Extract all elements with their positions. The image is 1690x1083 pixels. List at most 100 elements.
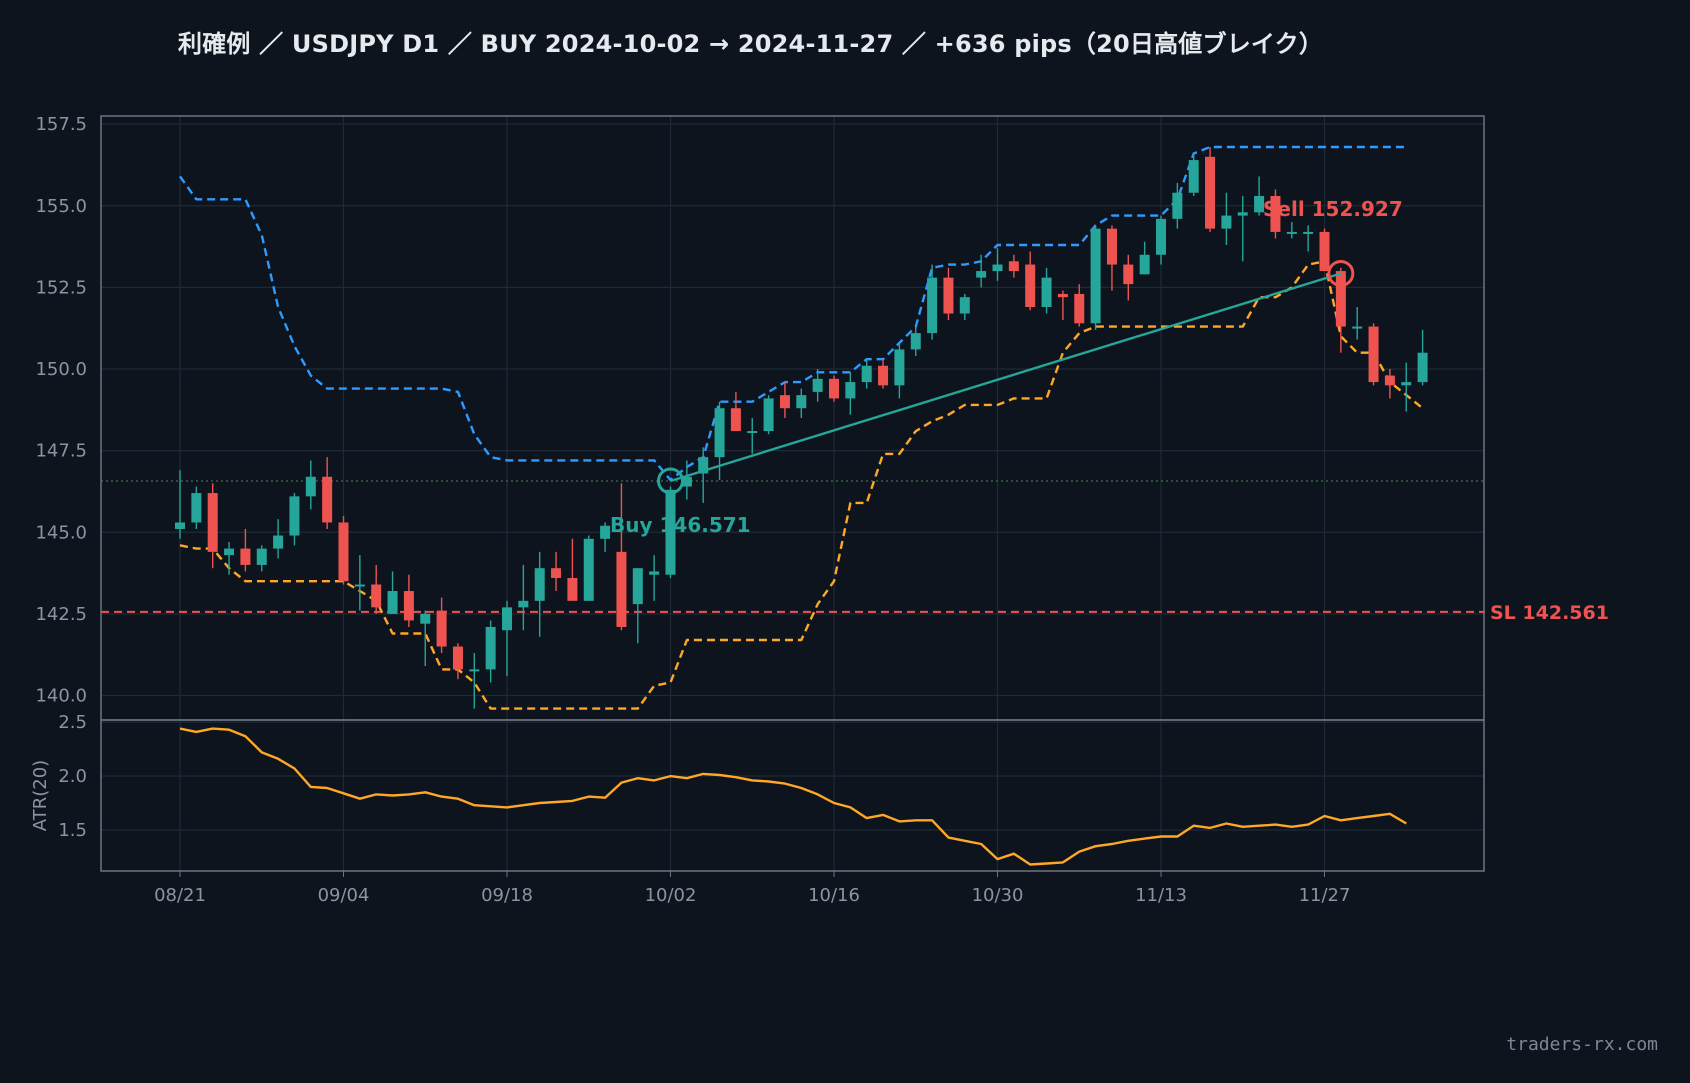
price-tick-label: 145.0	[35, 522, 87, 543]
candle-body	[518, 600, 529, 608]
x-tick-label: 10/30	[972, 885, 1024, 906]
candle-body	[1172, 192, 1183, 219]
x-tick-label: 08/21	[154, 885, 206, 906]
candle-body	[878, 365, 889, 386]
candle-body	[1008, 261, 1019, 272]
candle-body	[1254, 195, 1265, 213]
candle-body	[812, 378, 823, 392]
candle-body	[1270, 195, 1281, 232]
candle-body	[273, 535, 284, 549]
candle-body	[779, 395, 790, 409]
candle-body	[1368, 326, 1379, 383]
candle-body	[600, 525, 611, 539]
x-tick-label: 09/18	[481, 885, 533, 906]
price-tick-label: 140.0	[35, 686, 87, 707]
candle-body	[796, 395, 807, 409]
atr-panel	[179, 727, 1407, 866]
candle-body	[240, 548, 251, 565]
exit-marker	[1327, 259, 1355, 287]
candle-body	[420, 613, 431, 624]
candle-body	[551, 568, 562, 578]
channel-high-line	[179, 145, 1407, 482]
candle-body	[1303, 231, 1314, 234]
candle-body	[1401, 382, 1412, 386]
exit-label: Sell 152.927	[1263, 197, 1403, 221]
x-tick-label: 10/16	[808, 885, 860, 906]
candle-body	[224, 548, 235, 556]
x-tick-label: 11/27	[1299, 885, 1351, 906]
candle-body	[894, 349, 905, 386]
candle-body	[256, 548, 267, 565]
candle-body	[534, 568, 545, 601]
atr-tick-label: 2.5	[58, 712, 87, 733]
candle-body	[730, 408, 741, 432]
candle-body	[1106, 228, 1117, 265]
candle-body	[681, 476, 692, 487]
price-tick-label: 147.5	[35, 441, 87, 462]
atr-line	[179, 727, 1407, 866]
candle-body	[469, 669, 480, 672]
candle-body	[338, 522, 349, 582]
atr-axis-label: ATR(20)	[30, 760, 51, 831]
price-tick-label: 152.5	[35, 277, 87, 298]
candle-body	[649, 571, 660, 575]
candle-body	[829, 378, 839, 399]
candle-body	[191, 493, 202, 523]
candle-body	[175, 522, 185, 530]
x-tick-label: 10/02	[645, 885, 697, 906]
candle-body	[910, 333, 921, 350]
candle-body	[1156, 218, 1166, 255]
candle-body	[763, 398, 774, 432]
candle-body	[502, 607, 512, 631]
candle-body	[207, 493, 218, 552]
watermark: traders-rx.com	[1506, 1034, 1658, 1055]
atr-panel-frame	[100, 719, 1485, 872]
atr-tick-label: 1.5	[58, 820, 87, 841]
candle-body	[976, 271, 987, 278]
candle-body	[992, 264, 1003, 272]
candle-body	[1286, 231, 1297, 234]
price-tick-label: 150.0	[35, 359, 87, 380]
candle-body	[305, 476, 316, 497]
atr-grid	[101, 720, 1484, 871]
candle-body	[1074, 293, 1085, 324]
chart-title: 利確例 ／ USDJPY D1 ／ BUY 2024-10-02 → 2024-…	[178, 30, 1324, 58]
candle-body	[1205, 156, 1216, 229]
candle-body	[1057, 293, 1068, 298]
candle-body	[1335, 271, 1346, 327]
candle-body	[927, 277, 938, 334]
candle-body	[845, 382, 856, 399]
candle-body	[714, 408, 725, 458]
candle-body	[1319, 231, 1330, 272]
candle-body	[959, 297, 970, 314]
candle-body	[632, 568, 643, 605]
candle-body	[861, 365, 872, 383]
candle-body	[747, 431, 758, 434]
price-panel	[101, 145, 1485, 710]
candle-body	[403, 591, 414, 621]
candle-body	[322, 476, 333, 523]
candle-body	[1352, 326, 1363, 329]
price-tick-label: 155.0	[35, 196, 87, 217]
price-tick-label: 142.5	[35, 604, 87, 625]
candle-body	[1188, 160, 1199, 193]
candle-body	[289, 496, 300, 536]
candle-body	[616, 551, 627, 627]
x-tick-label: 11/13	[1135, 885, 1187, 906]
candle-body	[371, 584, 382, 608]
trade-line	[670, 272, 1342, 483]
candle-body	[583, 538, 594, 601]
candle-body	[1384, 375, 1395, 386]
candle-body	[567, 577, 578, 601]
axes: 140.0 142.5 145.0 147.5 150.0 152.5 155.0 157.5…	[30, 114, 1609, 906]
stop-loss-label: SL 142.561	[1490, 602, 1609, 624]
candle-body	[1221, 215, 1232, 229]
candle-body	[1139, 254, 1150, 275]
candle-body	[1090, 228, 1101, 324]
candle-body	[1123, 264, 1134, 285]
atr-tick-label: 2.0	[58, 766, 87, 787]
candle-body	[1025, 264, 1036, 307]
candle-body	[354, 584, 365, 587]
channel-low-line	[179, 260, 1424, 710]
